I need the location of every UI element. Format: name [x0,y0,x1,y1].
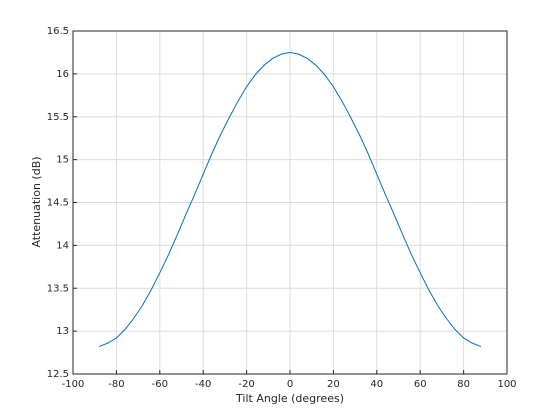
x-tick-label: 60 [414,379,427,390]
y-tick-label: 16 [56,69,69,80]
x-tick-label: -60 [152,379,168,390]
x-tick-label: 0 [287,379,293,390]
x-tick-label: 80 [457,379,470,390]
x-tick-label: -40 [195,379,211,390]
y-tick-label: 14 [56,240,69,251]
y-axis-label: Attenuation (dB) [30,156,43,247]
x-tick-label: 100 [497,379,516,390]
x-tick-label: -20 [238,379,254,390]
y-tick-label: 15.5 [47,112,69,123]
data-line [98,51,482,348]
y-tick-label: 13 [56,326,69,337]
y-tick-label: 14.5 [47,198,69,209]
x-axis-label: Tilt Angle (degrees) [235,392,344,405]
y-tick-label: 12.5 [47,369,69,380]
y-tick-label: 13.5 [47,283,69,294]
x-tick-label: 20 [327,379,340,390]
axes-box [72,30,508,375]
y-tick-label: 16.5 [47,26,69,37]
x-tick-label: -100 [62,379,85,390]
y-tick-label: 15 [56,155,69,166]
x-tick-label: -80 [108,379,124,390]
x-tick-label: 40 [370,379,383,390]
